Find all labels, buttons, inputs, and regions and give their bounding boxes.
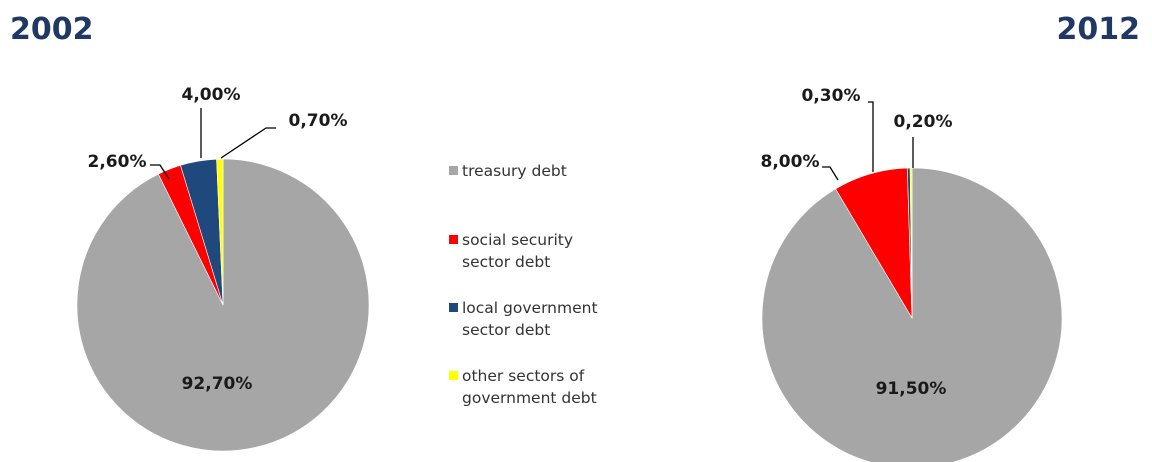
data-label-2002-social-security: 2,60% (88, 152, 147, 172)
legend-label-other-sectors-line1: other sectors of (462, 367, 585, 385)
data-label-2012-social-security: 8,00% (761, 152, 820, 172)
legend-label-social-security-line2: sector debt (462, 253, 551, 271)
data-label-2012-other-sectors: 0,20% (894, 112, 953, 132)
pie-slice-2002-other-sectors (216, 158, 224, 306)
legend-label-other-sectors-line2: government debt (462, 389, 597, 407)
legend-label-treasury-debt: treasury debt (462, 162, 567, 180)
legend-swatch-other-sectors (449, 371, 458, 380)
pie-slice-2012-other-sectors (909, 167, 913, 319)
data-label-2012-treasury-debt: 91,50% (876, 379, 947, 399)
legend-swatch-treasury-debt (449, 166, 458, 175)
legend-label-social-security-line1: social security (462, 231, 574, 249)
leader-line-2002-social-security (150, 164, 170, 180)
leader-line-2002-other-sectors (220, 127, 276, 159)
data-label-2002-local-government: 4,00% (182, 85, 241, 105)
legend-item-social-security: social security sector debt (449, 229, 649, 273)
legend-label-local-government-line2: sector debt (462, 321, 551, 339)
leader-line-2012-local-government (868, 101, 874, 172)
legend-item-local-government: local government sector debt (449, 297, 649, 341)
legend-swatch-social-security (449, 235, 458, 244)
legend-item-other-sectors: other sectors of government debt (449, 365, 649, 409)
data-label-2002-treasury-debt: 92,70% (182, 374, 253, 394)
data-label-2012-local-government: 0,30% (802, 86, 861, 106)
legend-swatch-local-government (449, 303, 458, 312)
chart-title-2002: 2002 (10, 12, 94, 47)
leader-line-2012-social-security (822, 166, 839, 181)
data-label-2002-other-sectors: 0,70% (289, 111, 348, 131)
legend-label-local-government-line1: local government (462, 299, 598, 317)
legend-item-treasury-debt: treasury debt (449, 160, 649, 182)
chart-title-2012: 2012 (1056, 12, 1141, 47)
